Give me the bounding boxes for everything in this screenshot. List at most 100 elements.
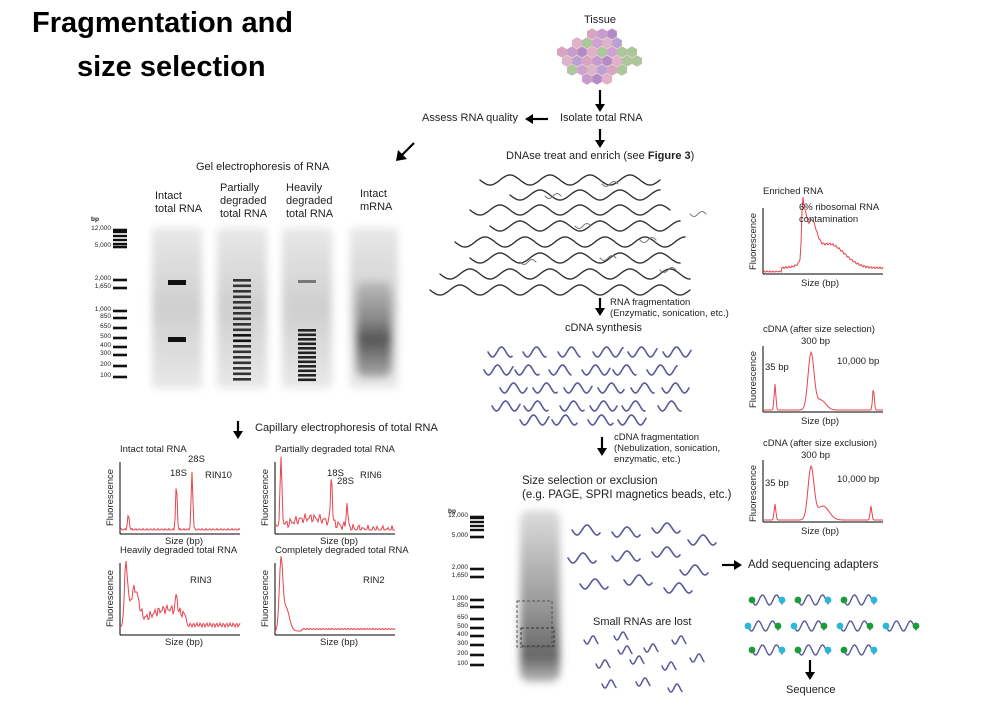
ladder-band (113, 336, 127, 340)
adapter-dot (790, 622, 798, 630)
figure-ref: Figure 3 (647, 150, 691, 162)
tissue-cell (612, 55, 622, 67)
gel-band (233, 306, 251, 310)
small-rna-fragment (659, 266, 677, 274)
tissue-cell (582, 73, 592, 85)
page-title-line1: Fragmentation and (32, 7, 294, 39)
lane3-line1: Heavily (286, 182, 323, 194)
ladder-band (470, 524, 484, 528)
adapter-dot (744, 622, 752, 630)
small-rnas-lost-label: Small RNAs are lost (593, 616, 692, 628)
ladder-label: 1,000 (451, 595, 468, 602)
cap-panel-title: Completely degraded total RNA (275, 545, 409, 556)
rna-frag-line1: RNA fragmentation (610, 297, 691, 308)
cdna-fragment (491, 400, 521, 412)
ladder-band (470, 535, 484, 539)
gel-band (233, 378, 251, 381)
ladder-label: 200 (100, 361, 111, 368)
rna-molecule (469, 204, 671, 216)
adapter-dot (882, 622, 890, 630)
gel-band (233, 279, 251, 282)
ladder-band (470, 653, 484, 657)
gel-band (233, 290, 251, 293)
cdna-fragment (523, 400, 549, 412)
ladder-band (113, 278, 127, 282)
dnase-text: DNAse treat and enrich (see (506, 150, 648, 162)
lane1-line2: total RNA (155, 203, 203, 215)
bottom-gel-lane (516, 510, 560, 682)
small-rna (601, 679, 617, 689)
size-selected-fragment (651, 546, 681, 558)
tissue-cell (582, 55, 592, 67)
lane2-line2: degraded (220, 195, 267, 207)
ladder-band (113, 353, 127, 357)
adapter-fragment (751, 594, 783, 606)
ladder-label: 650 (100, 323, 111, 330)
tissue-cell (602, 37, 612, 49)
cdna-fragment (548, 364, 572, 376)
ladder-band (113, 238, 127, 242)
tissue-cell (572, 37, 582, 49)
cap-xlabel: Size (bp) (320, 536, 359, 547)
cap-peak-label: 18S (327, 468, 344, 479)
small-rna (595, 659, 611, 669)
ladder-band (113, 364, 127, 368)
small-rna-fragment (601, 180, 619, 188)
cap-ylabel: Fluorescence (105, 569, 117, 628)
small-rna (671, 635, 687, 645)
right-chart-title: cDNA (after size exclusion) (763, 438, 878, 449)
ladder-band (470, 634, 484, 638)
ladder-label: 500 (457, 623, 468, 630)
size-selection-label: Size selection or exclusion (e.g. PAGE, … (522, 474, 731, 502)
right-xlabel: Size (bp) (801, 278, 840, 289)
lane1-label: Intact total RNA (155, 190, 202, 216)
ladder-label: 1,000 (94, 306, 111, 313)
size-selected-fragment (611, 550, 641, 562)
ladder-band (113, 228, 127, 232)
gel-band (233, 345, 251, 348)
gel-band (233, 350, 251, 354)
small-rna-fragment (519, 258, 537, 266)
cap-xlabel: Size (bp) (165, 637, 204, 648)
gel-band (298, 338, 316, 341)
tissue-cell (592, 55, 602, 67)
adapter-dot (794, 646, 802, 654)
tissue-cell (607, 64, 617, 76)
size-selected-molecules (567, 522, 717, 594)
cdna-fragment (589, 400, 618, 412)
ladder-band (113, 234, 127, 238)
ladder-label: 100 (100, 372, 111, 379)
gel-band (233, 372, 251, 376)
right-ylabel: Fluorescence (748, 212, 760, 271)
small-rna (629, 655, 645, 665)
bottom-gel-ladder (470, 515, 484, 667)
cap-trace (119, 560, 241, 629)
lane4-label: Intact mRNA (360, 188, 392, 214)
rna-molecule (454, 236, 686, 248)
lane4-line2: mRNA (360, 201, 393, 213)
right-xlabel: Size (bp) (801, 526, 840, 537)
adapter-dot (836, 622, 844, 630)
small-rna-fragment (574, 222, 592, 230)
gel-band (233, 312, 251, 315)
cdna-fragment (621, 400, 646, 412)
adapter-dot (840, 596, 848, 604)
tissue-cell (607, 28, 617, 40)
cdna-fragment (587, 414, 614, 426)
ladder-label: 100 (457, 660, 468, 667)
gel-lane-intact (152, 228, 202, 388)
adapters-label: Add sequencing adapters (748, 559, 879, 571)
cdna-synthesis-label: cDNA synthesis (565, 322, 643, 334)
adapter-dot (824, 596, 832, 604)
cap-panel-title: Intact total RNA (120, 444, 187, 455)
ladder-band (113, 309, 127, 313)
size-selected-fragment (663, 582, 693, 594)
gel-band (233, 361, 251, 365)
ladder-band (113, 286, 127, 290)
cdna-fragment (617, 414, 647, 426)
cdna-fragment (662, 346, 692, 358)
ladder-band (470, 528, 484, 532)
size-sel-line1: Size selection or exclusion (522, 475, 658, 487)
rna-molecule (469, 252, 681, 264)
